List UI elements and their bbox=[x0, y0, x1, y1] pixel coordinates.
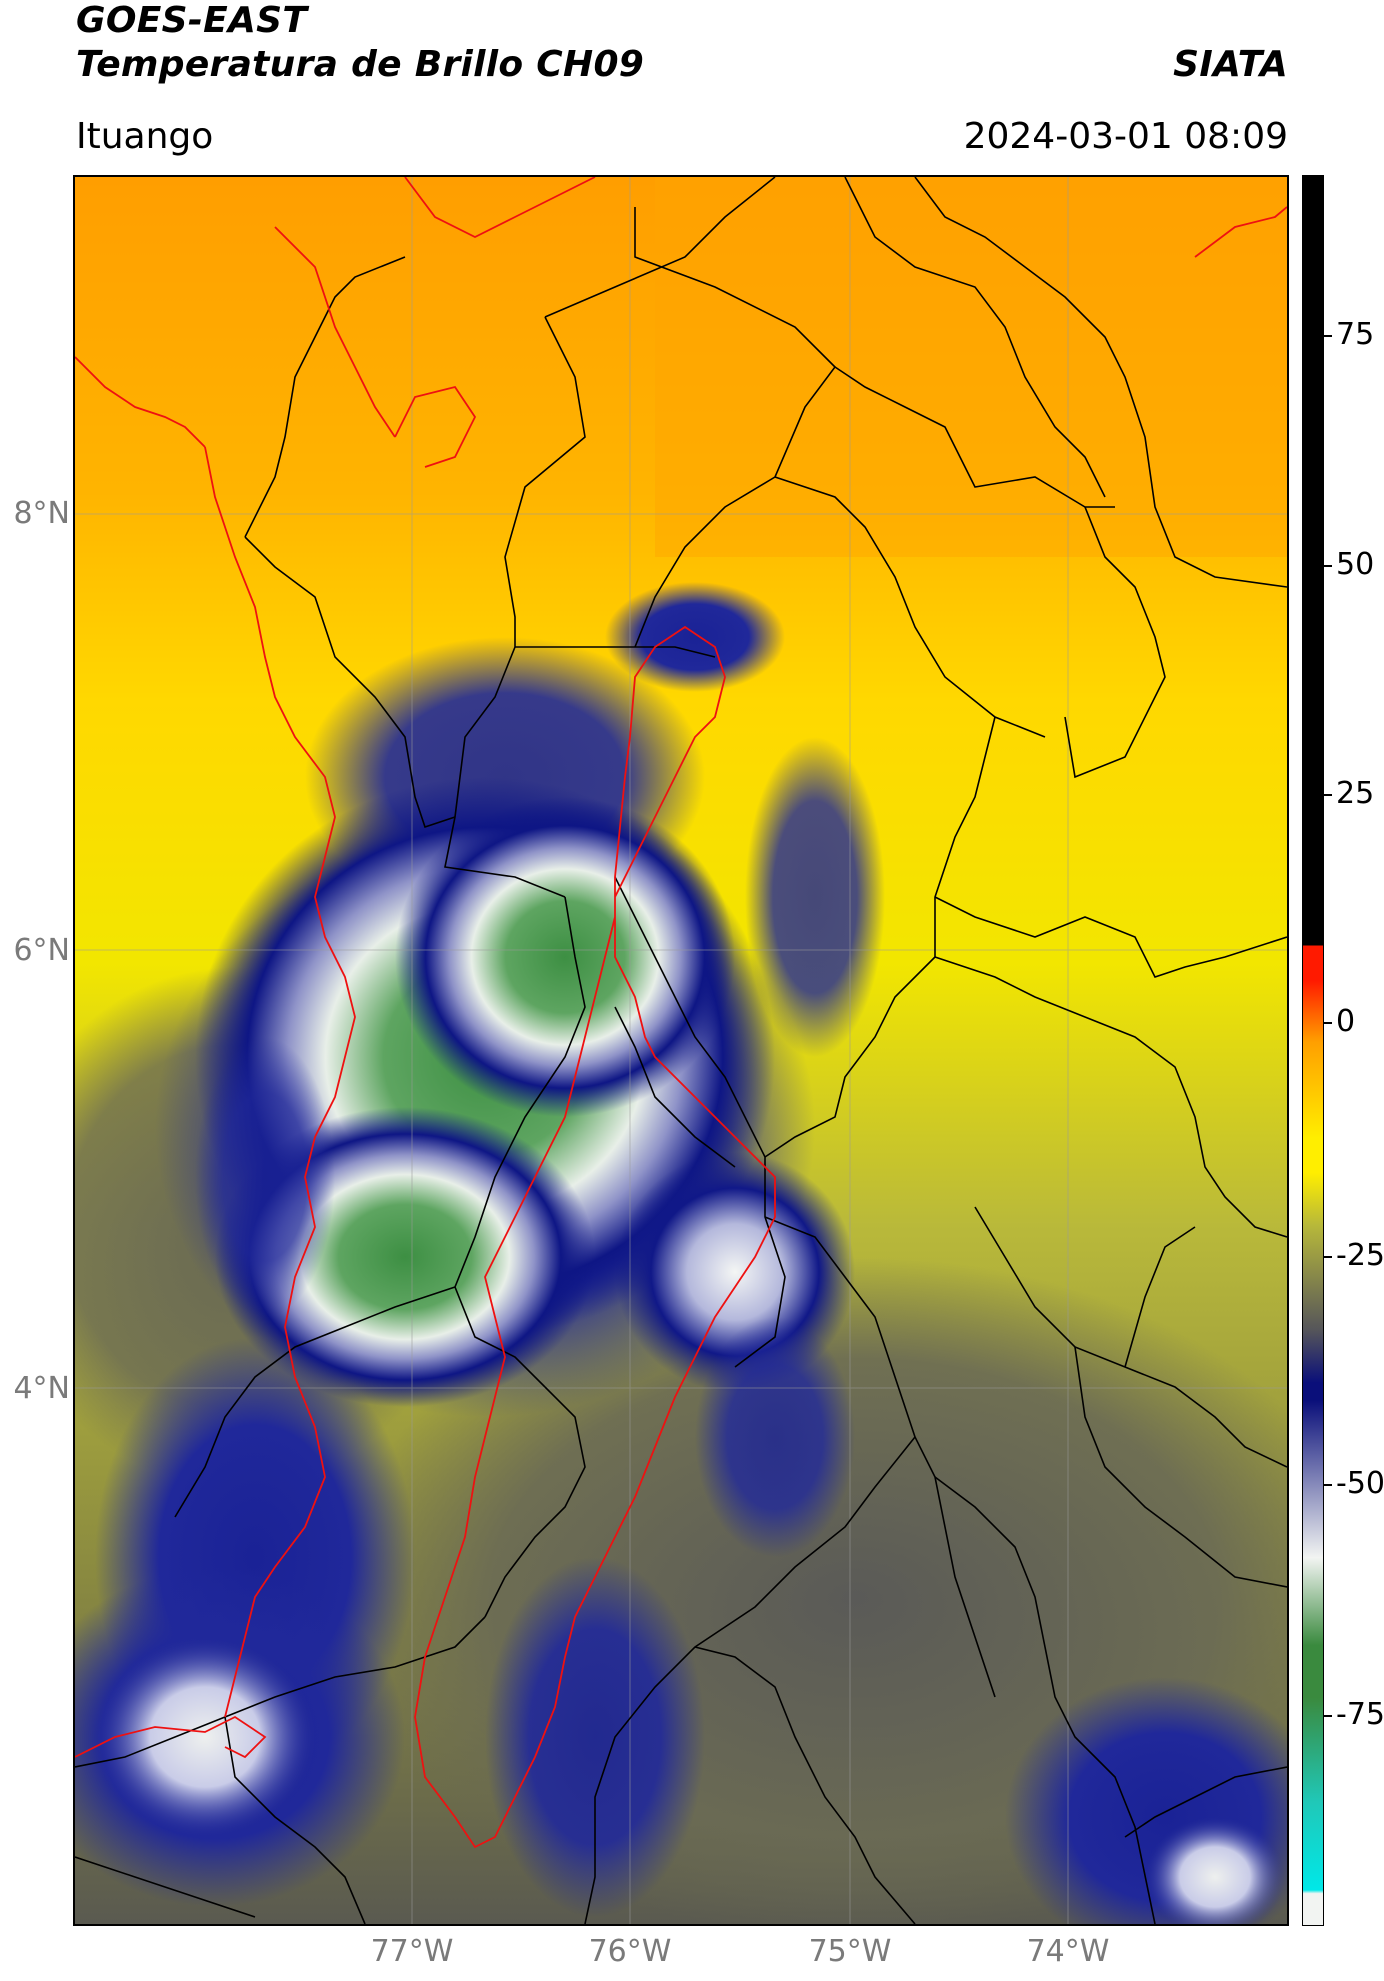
colorbar-tick bbox=[1324, 794, 1332, 796]
product-title: Temperatura de Brillo CH09 bbox=[76, 44, 645, 85]
lat-label-8n: 8°N bbox=[13, 496, 70, 531]
datetime-label: 2024-03-01 08:09 bbox=[963, 116, 1288, 157]
colorbar-tick bbox=[1324, 1484, 1332, 1486]
colorbar-label-0: 0 bbox=[1336, 1004, 1356, 1039]
colorbar-tick bbox=[1324, 1715, 1332, 1717]
colorbar bbox=[1302, 175, 1324, 1926]
organization-label: SIATA bbox=[1173, 44, 1288, 85]
colorbar-label-75: 75 bbox=[1336, 317, 1375, 352]
colorbar-tick bbox=[1324, 335, 1332, 337]
colorbar-label-minus25: -25 bbox=[1336, 1238, 1384, 1273]
lat-label-4n: 4°N bbox=[13, 1371, 70, 1406]
colorbar-label-25: 25 bbox=[1336, 776, 1375, 811]
region-label: Ituango bbox=[76, 116, 214, 157]
ituango-outline bbox=[75, 177, 1287, 1849]
satellite-title: GOES-EAST bbox=[76, 0, 308, 41]
lon-label-75w: 75°W bbox=[808, 1934, 892, 1969]
warm-region bbox=[655, 177, 1287, 557]
graticule bbox=[75, 177, 1287, 1924]
lon-label-77w: 77°W bbox=[370, 1934, 454, 1969]
admin-borders bbox=[75, 177, 1287, 1924]
satellite-map[interactable] bbox=[73, 175, 1289, 1926]
colorbar-label-minus75: -75 bbox=[1336, 1697, 1384, 1732]
lon-label-76w: 76°W bbox=[588, 1934, 672, 1969]
lon-label-74w: 74°W bbox=[1026, 1934, 1110, 1969]
colorbar-tick bbox=[1324, 565, 1332, 567]
map-canvas bbox=[75, 177, 1287, 1924]
colorbar-tick bbox=[1324, 1256, 1332, 1258]
lat-label-6n: 6°N bbox=[13, 933, 70, 968]
colorbar-label-minus50: -50 bbox=[1336, 1466, 1384, 1501]
colorbar-tick bbox=[1324, 1022, 1332, 1024]
colorbar-label-50: 50 bbox=[1336, 547, 1375, 582]
